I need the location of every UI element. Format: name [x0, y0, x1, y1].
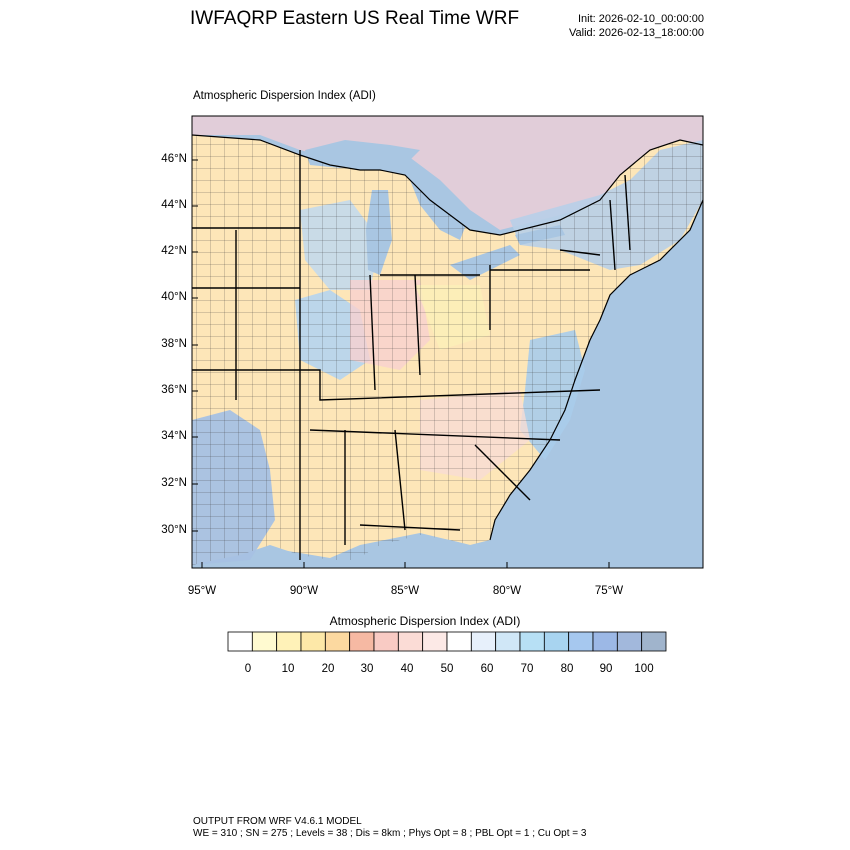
canada-land	[192, 116, 703, 230]
state-borders	[192, 150, 631, 560]
colorbar-label: 80	[560, 663, 574, 675]
lat-label: 30°N	[161, 524, 187, 536]
colorbar-label: 100	[634, 663, 654, 675]
lon-label: 85°W	[390, 585, 420, 597]
init-time: Init: 2026-02-10_00:00:00	[578, 13, 704, 25]
axis-ticks	[192, 159, 610, 568]
coastline	[192, 134, 703, 541]
lat-label: 42°N	[161, 245, 187, 257]
lat-label: 34°N	[161, 430, 187, 442]
time-block: Init: 2026-02-10_00:00:00 Valid: 2026-02…	[569, 12, 704, 40]
map-plot-area	[192, 116, 703, 568]
main-title: IWFAQRP Eastern US Real Time WRF	[190, 8, 520, 29]
plot-frame	[191, 115, 704, 569]
model-version: OUTPUT FROM WRF V4.6.1 MODEL	[193, 816, 362, 827]
colorbar-label: 30	[360, 663, 374, 675]
plot-title: Atmospheric Dispersion Index (ADI)	[193, 90, 376, 102]
colorbar-label: 60	[480, 663, 494, 675]
colorbar-label: 20	[321, 663, 335, 675]
lat-label: 40°N	[161, 291, 187, 303]
colorbar-label: 70	[520, 663, 534, 675]
colorbar-title: Atmospheric Dispersion Index (ADI)	[329, 614, 521, 628]
lat-label: 38°N	[161, 338, 187, 350]
lat-label: 32°N	[161, 477, 187, 489]
lake-superior	[305, 140, 420, 168]
colorbar-label: 40	[400, 663, 414, 675]
lat-label: 36°N	[161, 384, 187, 396]
lon-label: 80°W	[492, 585, 522, 597]
lat-label: 44°N	[161, 199, 187, 211]
colorbar-label: 0	[244, 663, 252, 675]
model-info: OUTPUT FROM WRF V4.6.1 MODEL WE = 310 ; …	[193, 816, 586, 840]
colorbar-label: 90	[599, 663, 613, 675]
lat-label: 46°N	[161, 153, 187, 165]
county-lines	[192, 135, 703, 565]
colorbar-label: 10	[281, 663, 295, 675]
lon-label: 95°W	[187, 585, 217, 597]
colorbar-label: 50	[440, 663, 454, 675]
lon-label: 75°W	[594, 585, 624, 597]
lon-label: 90°W	[289, 585, 319, 597]
model-config: WE = 310 ; SN = 275 ; Levels = 38 ; Dis …	[193, 828, 587, 839]
valid-time: Valid: 2026-02-13_18:00:00	[569, 27, 704, 39]
